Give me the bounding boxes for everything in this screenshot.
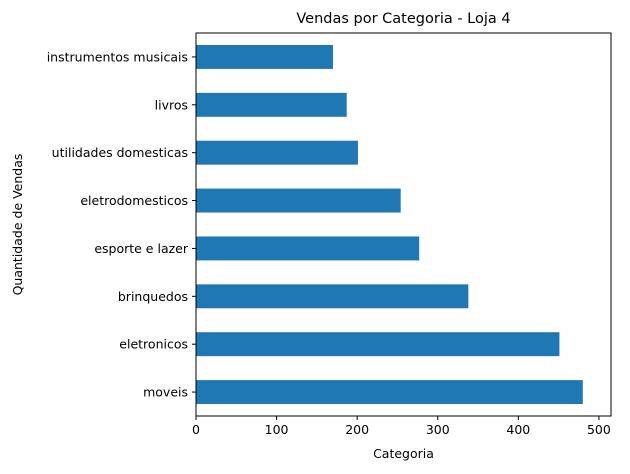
y-tick-label: eletronicos bbox=[119, 337, 188, 352]
ticks-layer: moveis eletronicos brinquedos esporte e laz… bbox=[47, 49, 611, 437]
x-tick-label: 0 bbox=[192, 422, 200, 437]
bar-utilidades-domesticas bbox=[196, 140, 358, 165]
y-tick-label: livros bbox=[155, 97, 188, 112]
y-tick-label: brinquedos bbox=[118, 289, 188, 304]
bar-eletrodomesticos bbox=[196, 188, 401, 213]
y-axis-label: Quantidade de Vendas bbox=[10, 154, 25, 296]
bar-livros bbox=[196, 92, 347, 117]
x-tick-label: 400 bbox=[506, 422, 530, 437]
bar-esporte-e-lazer bbox=[196, 236, 420, 261]
chart-title: Vendas por Categoria - Loja 4 bbox=[296, 11, 510, 27]
plot-frame bbox=[195, 32, 612, 417]
bars-layer bbox=[196, 44, 583, 405]
x-tick-label: 100 bbox=[265, 422, 289, 437]
y-tick-label: moveis bbox=[143, 385, 188, 400]
y-tick-label: esporte e lazer bbox=[94, 241, 189, 256]
x-tick-label: 500 bbox=[587, 422, 611, 437]
x-tick-label: 200 bbox=[345, 422, 369, 437]
bar-moveis bbox=[196, 380, 583, 405]
x-axis-label: Categoria bbox=[373, 446, 434, 461]
y-tick-label: eletrodomesticos bbox=[80, 193, 188, 208]
bar-instrumentos-musicais bbox=[196, 44, 333, 69]
x-tick-label: 300 bbox=[426, 422, 450, 437]
y-tick-label: instrumentos musicais bbox=[47, 49, 188, 64]
bar-brinquedos bbox=[196, 284, 469, 309]
y-tick-label: utilidades domesticas bbox=[52, 145, 188, 160]
bar-eletronicos bbox=[196, 332, 560, 357]
